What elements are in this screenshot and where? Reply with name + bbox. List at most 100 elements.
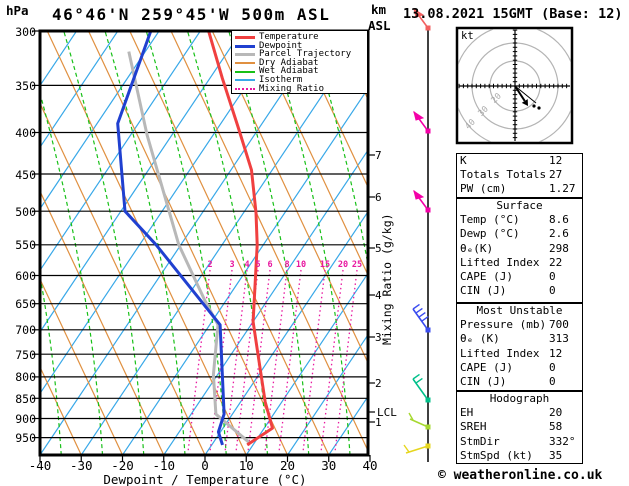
km-tick-label: 7 bbox=[375, 149, 382, 162]
pressure-tick-label: 700 bbox=[15, 323, 36, 338]
panel-row-value: 2.6 bbox=[549, 227, 569, 241]
panel-3: Hodograph EH 20 SREH 58 StmDir 332° StmSpd (kt)… bbox=[456, 391, 583, 464]
mixing-ratio-label: 20 bbox=[337, 260, 349, 270]
km-tick-label: 5 bbox=[375, 242, 382, 255]
wind-barb bbox=[413, 110, 431, 134]
temperature-tick-label: 10 bbox=[238, 458, 254, 473]
panel-row-value: 22 bbox=[549, 255, 563, 269]
panel-row: Pressure (mb) 700 bbox=[457, 318, 582, 332]
mixing-ratio-label: 3 bbox=[229, 260, 235, 270]
mixing-ratio-label: 8 bbox=[284, 260, 290, 270]
wind-barb bbox=[413, 7, 431, 31]
panel-title: Most Unstable bbox=[476, 304, 563, 317]
mixing-ratio-label: 5 bbox=[255, 260, 261, 270]
temperature-tick-label: 30 bbox=[321, 458, 337, 473]
mixing-ratio-label: 15 bbox=[319, 260, 331, 270]
panel-row-label: θₑ (K) bbox=[460, 332, 500, 346]
station-title: 46°46'N 259°45'W 500m ASL bbox=[52, 5, 331, 24]
mixing-ratio-axis-label: Mixing Ratio (g/kg) bbox=[380, 213, 394, 345]
km-tick-label: 2 bbox=[375, 377, 382, 390]
panel-row-label: Temp (°C) bbox=[460, 213, 520, 227]
panel-row-label: θₑ(K) bbox=[460, 241, 494, 255]
pressure-tick-label: 850 bbox=[15, 391, 36, 406]
x-axis-title: Dewpoint / Temperature (°C) bbox=[103, 472, 307, 486]
panel-row-label: EH bbox=[460, 406, 474, 420]
panel-title: Hodograph bbox=[489, 392, 550, 405]
panel-row-label: K bbox=[460, 154, 467, 167]
legend-line-sample bbox=[235, 88, 255, 91]
panel-row-label: CAPE (J) bbox=[460, 269, 513, 283]
panel-row: EH 20 bbox=[457, 406, 582, 420]
panel-row-value: 298 bbox=[549, 241, 569, 255]
panel-row-value: 12 bbox=[549, 346, 563, 360]
panel-2: Most Unstable Pressure (mb) 700 θₑ (K) 313 Li… bbox=[456, 303, 583, 391]
panel-row: K 12 bbox=[457, 154, 582, 168]
wind-barb bbox=[412, 303, 431, 333]
panel-row: θₑ(K) 298 bbox=[457, 242, 582, 256]
legend-item: Parcel Trajectory bbox=[235, 50, 367, 59]
panel-row-value: 20 bbox=[549, 406, 563, 420]
panel-row-value: 1.27 bbox=[549, 182, 576, 196]
pressure-tick-label: 500 bbox=[15, 204, 36, 219]
legend-line-sample bbox=[235, 79, 255, 82]
altitude-unit-asl: ASL bbox=[368, 18, 391, 33]
temperature-tick-label: -10 bbox=[152, 458, 176, 473]
pressure-tick-label: 650 bbox=[15, 297, 36, 312]
pressure-unit-label: hPa bbox=[6, 3, 29, 18]
pressure-tick-label: 600 bbox=[15, 268, 36, 283]
panel-row-value: 0 bbox=[549, 374, 556, 388]
panel-1: Surface Temp (°C) 8.6 Dewp (°C) 2.6 θₑ(K) 298 L… bbox=[456, 198, 583, 303]
legend-item: Wet Adiabat bbox=[235, 67, 367, 76]
legend-item: Dry Adiabat bbox=[235, 58, 367, 67]
panel-row: CIN (J) 0 bbox=[457, 375, 582, 389]
lcl-label: LCL bbox=[377, 406, 397, 419]
legend-line-sample bbox=[235, 44, 255, 48]
legend-line-sample bbox=[235, 36, 255, 39]
panel-row-label: CIN (J) bbox=[460, 284, 507, 298]
hodograph-unit-label: kt bbox=[461, 30, 474, 42]
wind-barb bbox=[403, 443, 431, 454]
pressure-tick-label: 750 bbox=[15, 347, 36, 362]
km-tick-label: 6 bbox=[375, 191, 382, 204]
panel-row: StmSpd (kt) 35 bbox=[457, 449, 582, 463]
panel-row-value: 332° bbox=[549, 434, 576, 448]
panel-row-value: 8.6 bbox=[549, 213, 569, 227]
pressure-tick-label: 300 bbox=[15, 24, 36, 39]
panel-row: CAPE (J) 0 bbox=[457, 361, 582, 375]
panel-row-value: 0 bbox=[549, 269, 556, 283]
km-tick-label: 3 bbox=[375, 331, 382, 344]
panel-row-label: CAPE (J) bbox=[460, 360, 513, 374]
panel-row-label: Lifted Index bbox=[460, 255, 540, 269]
wind-barb bbox=[413, 189, 431, 213]
legend-item-label: Isotherm bbox=[259, 75, 303, 86]
temperature-tick-label: 0 bbox=[201, 458, 209, 473]
pressure-tick-label: 400 bbox=[15, 125, 36, 140]
legend-item: Temperature bbox=[235, 33, 367, 42]
km-tick-label: 1 bbox=[375, 416, 382, 429]
pressure-tick-label: 800 bbox=[15, 370, 36, 385]
panel-row: Dewp (°C) 2.6 bbox=[457, 227, 582, 241]
panel-row-value: 0 bbox=[549, 284, 556, 298]
panel-row: Totals Totals 27 bbox=[457, 168, 582, 182]
copyright-footer: © weatheronline.co.uk bbox=[438, 468, 603, 483]
panel-row: CIN (J) 0 bbox=[457, 284, 582, 298]
panel-row: CAPE (J) 0 bbox=[457, 270, 582, 284]
pressure-tick-label: 950 bbox=[15, 431, 36, 446]
temperature-tick-label: -40 bbox=[28, 458, 52, 473]
legend-box: Temperature Dewpoint Parcel Trajectory Dry … bbox=[231, 30, 368, 94]
legend-item: Dewpoint bbox=[235, 41, 367, 50]
temperature-tick-label: 20 bbox=[279, 458, 296, 473]
mixing-ratio-label: 10 bbox=[295, 260, 307, 270]
panel-row-value: 27 bbox=[549, 168, 563, 182]
panel-row-value: 58 bbox=[549, 420, 563, 434]
panel-row-value: 0 bbox=[549, 360, 556, 374]
panel-row-label: CIN (J) bbox=[460, 374, 507, 388]
legend-item: Mixing Ratio bbox=[235, 84, 367, 93]
panel-0: K 12 Totals Totals 27 PW (cm) 1.27 bbox=[456, 153, 583, 198]
storm-motion-vector bbox=[514, 85, 526, 102]
panel-row-label: Dewp (°C) bbox=[460, 227, 520, 241]
plot-frame bbox=[38, 29, 370, 457]
